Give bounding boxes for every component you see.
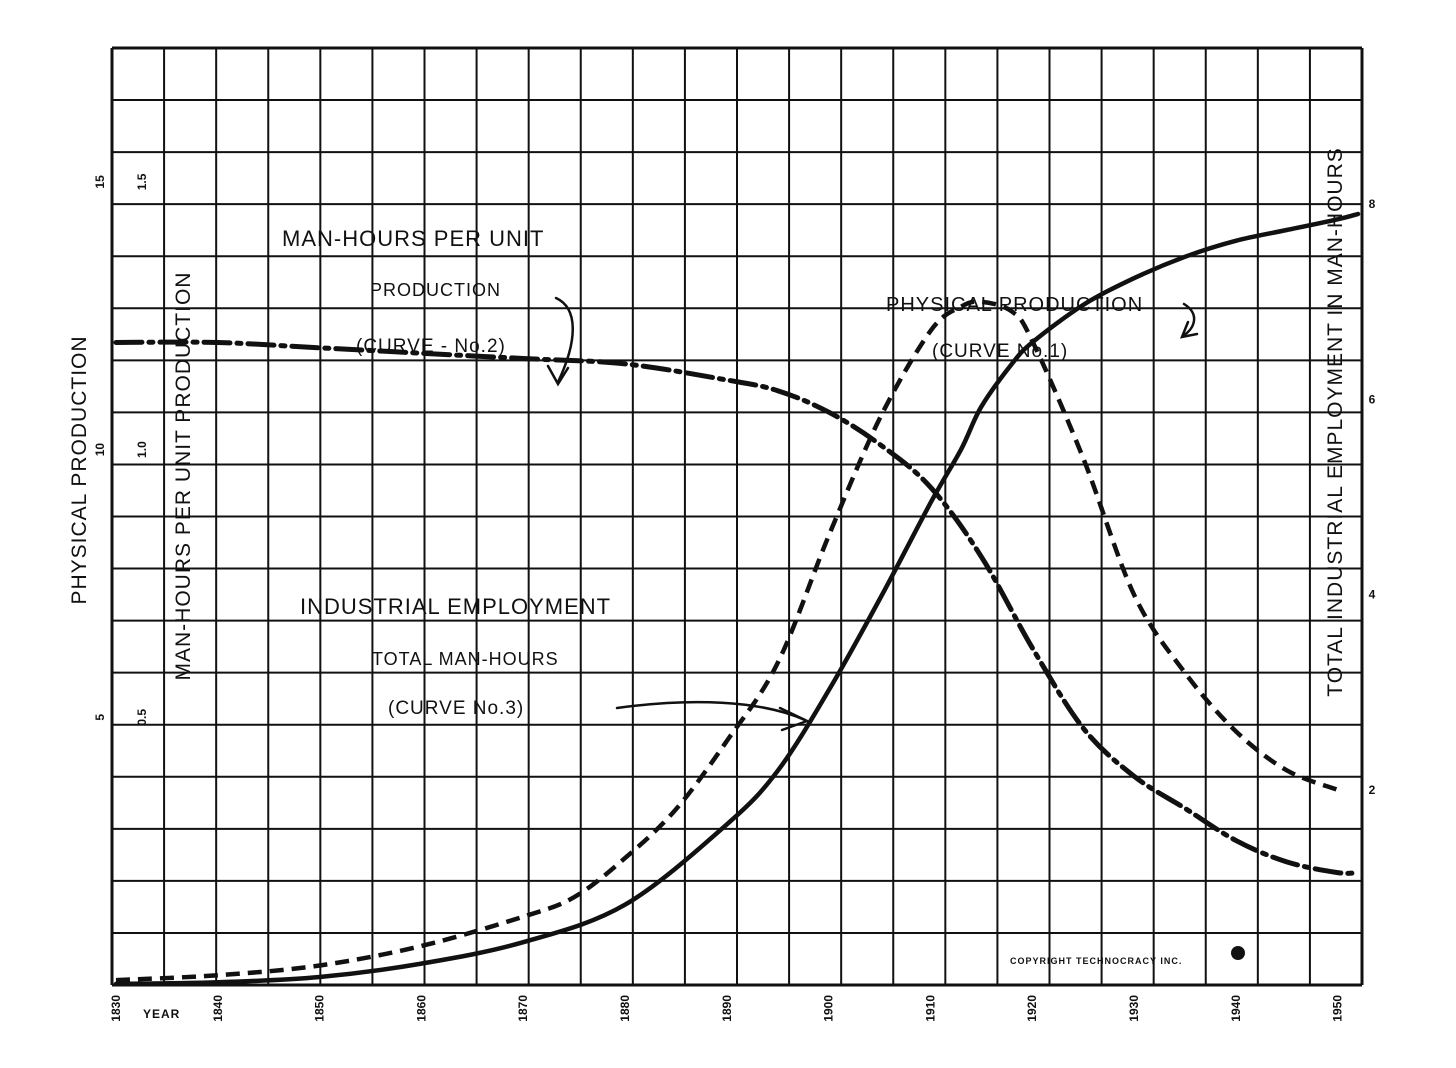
x-tick-label: 1830 bbox=[109, 995, 123, 1022]
left-inner-tick-label: 1.5 bbox=[135, 173, 149, 190]
annotation-curve3-id: (CURVE No.3) bbox=[388, 698, 524, 719]
annotation-curve3-sub: TOTAL MAN-HOURS bbox=[372, 649, 559, 669]
left-tick-labels: 5 10 15 0.5 1.0 1.5 bbox=[93, 173, 149, 725]
series-line-man-hours-per-unit bbox=[113, 339, 1361, 876]
x-tick-label: 1940 bbox=[1229, 995, 1243, 1022]
right-tick-labels: 2 4 6 8 bbox=[1369, 197, 1376, 797]
left-inner-tick-label: 0.5 bbox=[135, 709, 149, 726]
left-inner-axis-label: MAN-HOURS PER UNIT PRODUCTION bbox=[172, 272, 195, 681]
annotation-curve3-title: INDUSTRIAL EMPLOYMENT bbox=[300, 594, 611, 619]
right-tick-label: 6 bbox=[1369, 392, 1376, 406]
x-tick-label: 1930 bbox=[1127, 995, 1141, 1022]
left-outer-tick-label: 10 bbox=[93, 443, 107, 457]
right-tick-label: 4 bbox=[1369, 588, 1376, 602]
x-tick-label: 1900 bbox=[822, 995, 836, 1022]
x-tick-label: 1840 bbox=[211, 995, 225, 1022]
arrows bbox=[546, 296, 1199, 732]
x-tick-label: 1860 bbox=[414, 995, 428, 1022]
series-line-physical-production bbox=[113, 211, 1361, 987]
series-line-industrial-employment bbox=[115, 299, 1339, 983]
arrow-curve2-head-icon bbox=[546, 364, 570, 387]
x-tick-label: 1850 bbox=[313, 995, 327, 1022]
x-tick-label: 1910 bbox=[923, 995, 937, 1022]
x-tick-labels: 1830 1840 1850 1860 1870 1880 1890 1900 1910 1920… bbox=[109, 995, 1345, 1022]
left-outer-tick-label: 15 bbox=[93, 175, 107, 189]
annotation-curve2-id: (CURVE - No.2) bbox=[356, 336, 506, 357]
x-axis-label: YEAR bbox=[143, 1007, 180, 1021]
right-tick-label: 8 bbox=[1369, 197, 1376, 211]
x-tick-label: 1950 bbox=[1331, 995, 1345, 1022]
left-inner-tick-label: 1.0 bbox=[135, 441, 149, 458]
annotation-curve2-sub: PRODUCTION bbox=[370, 280, 501, 300]
annotation-curve2-title: MAN-HOURS PER UNIT bbox=[282, 226, 544, 251]
x-tick-label: 1880 bbox=[618, 995, 632, 1022]
left-outer-axis-label: PHYSICAL PRODUCTION bbox=[68, 335, 91, 604]
x-tick-label: 1890 bbox=[720, 995, 734, 1022]
chart-grid bbox=[110, 46, 1364, 987]
arrow-curve3-icon bbox=[615, 700, 807, 722]
series-layer bbox=[113, 211, 1361, 987]
right-axis-label: TOTAL INDUSTRIAL EMPLOYMENT IN MAN-HOURS bbox=[1324, 147, 1347, 697]
x-tick-label: 1920 bbox=[1025, 995, 1039, 1022]
annotation-curve1-id: (CURVE No.1) bbox=[932, 341, 1068, 362]
copyright-label: COPYRIGHT TECHNOCRACY INC. bbox=[1010, 956, 1182, 966]
x-tick-label: 1870 bbox=[516, 995, 530, 1022]
arrow-curve1-head-icon bbox=[1179, 320, 1199, 339]
arrow-curve2-icon bbox=[554, 296, 574, 384]
arrow-curve3-head-icon bbox=[778, 706, 811, 732]
copyright-seal-icon bbox=[1231, 946, 1245, 960]
right-tick-label: 2 bbox=[1369, 783, 1376, 797]
left-outer-tick-label: 5 bbox=[93, 714, 107, 721]
arrow-curve1-icon bbox=[1181, 302, 1196, 338]
annotation-curve1-title: PHYSICAL PRODUCTION bbox=[886, 294, 1143, 316]
